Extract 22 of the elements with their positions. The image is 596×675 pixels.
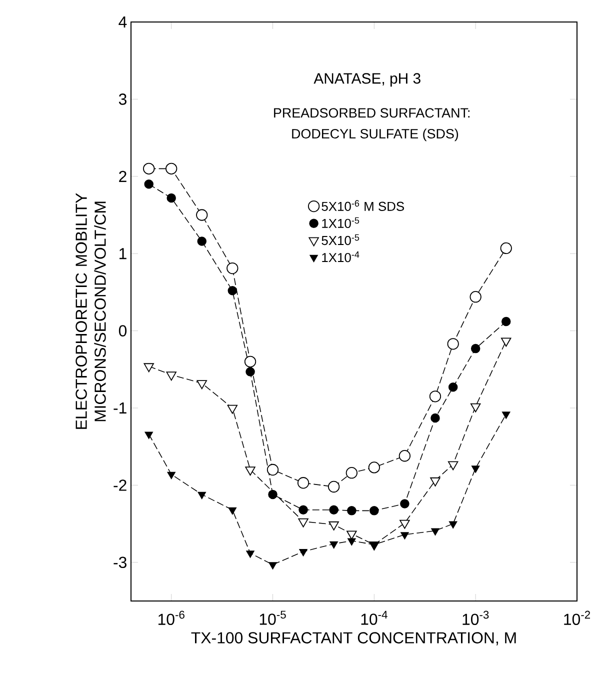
y-tick-label: 4	[118, 16, 127, 28]
y-tick-label: -2	[114, 480, 126, 491]
annotation: PREADSORBED SURFACTANT:	[274, 108, 470, 118]
x-tick-label: 10$^{-5}$	[260, 610, 286, 625]
y-axis-title: ELECTROPHORETIC MOBILITY MICRONS/SECOND/VOLT/CM	[76, 193, 106, 429]
y-tick-label: -1	[114, 402, 126, 414]
y-tick-label: -3	[114, 556, 126, 568]
annotation: ANATASE, pH 3	[314, 73, 420, 87]
x-tick-label: 10$^{-2}$	[564, 610, 590, 626]
legend-label: 5X10$^{-6}$ M SDS	[322, 200, 404, 211]
y-tick-label: 1	[120, 248, 126, 260]
y-tick-label: 0	[118, 325, 127, 336]
y-tick-label: 2	[119, 170, 126, 182]
x-tick-label: 10$^{-6}$	[158, 610, 184, 626]
annotation: DODECYL SULFATE (SDS)	[292, 128, 458, 142]
legend-label: 1X10$^{-4}$	[322, 251, 360, 262]
legend-label: 1X10$^{-5}$	[322, 217, 360, 228]
x-tick-label: 10$^{-4}$	[361, 610, 388, 625]
y-tick-label: 3	[118, 94, 126, 105]
legend-label: 5X10$^{-5}$	[322, 234, 360, 246]
x-tick-label: 10$^{-3}$	[462, 610, 489, 626]
x-axis-title: TX-100 SURFACTANT CONCENTRATION, M	[191, 632, 516, 646]
